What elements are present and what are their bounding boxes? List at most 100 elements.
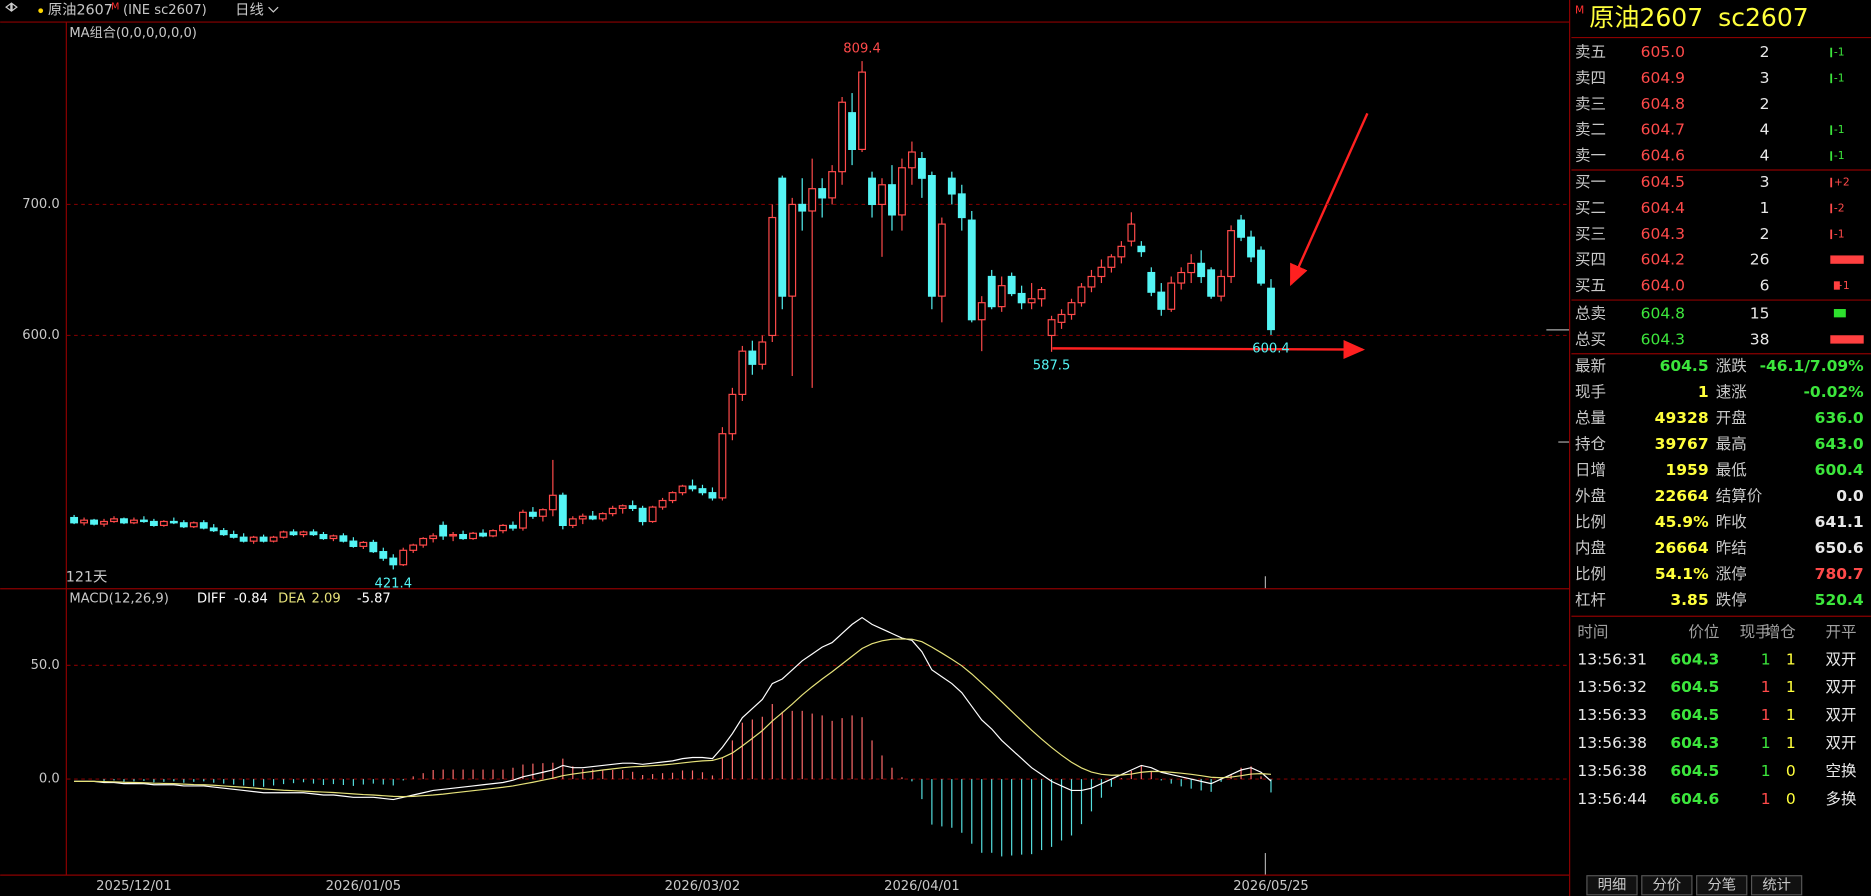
candle-body (219, 530, 228, 536)
candle-body (987, 275, 996, 308)
candle-body (1207, 269, 1216, 297)
tab[interactable] (1641, 875, 1693, 896)
candle-body (439, 524, 448, 537)
candle-body (668, 492, 677, 502)
trade-cell: 604.6 (1670, 790, 1719, 808)
quote-code: sc2607 (1718, 3, 1809, 32)
stat-value: 650.6 (1815, 539, 1864, 557)
y-tick-label: 50.0 (31, 658, 60, 673)
candle-body (339, 535, 348, 542)
annotation-arrow (1052, 339, 1366, 360)
y-tick-label: 700.0 (22, 197, 60, 212)
trade-cell: 13:56:38 (1577, 734, 1647, 752)
badge: M (111, 2, 119, 13)
candle-body (1187, 262, 1196, 274)
candle-body (528, 511, 537, 517)
trade-cell: 604.5 (1670, 706, 1719, 724)
change-tick (1830, 203, 1833, 214)
book-volume: 15 (1750, 304, 1770, 322)
book-label: 买五 (1575, 277, 1606, 295)
tab-label[interactable]: 统计 (1762, 876, 1791, 893)
change-tick (1830, 177, 1833, 188)
diff-name: DIFF (197, 591, 226, 606)
candle-body (110, 518, 118, 523)
candle-body (1197, 262, 1206, 278)
candle-body (688, 485, 697, 490)
y-tick-label: 0.0 (39, 772, 60, 787)
candle-body (329, 535, 338, 540)
candle-body (578, 515, 587, 520)
tab[interactable] (1586, 875, 1638, 896)
tab[interactable] (1696, 875, 1748, 896)
book-volume: 2 (1760, 95, 1770, 113)
book-volume: 6 (1760, 277, 1770, 295)
trade-header: 时间 (1577, 623, 1608, 641)
change-tick (1830, 47, 1833, 58)
trade-header: 价位 (1688, 623, 1719, 641)
stat-label: 昨结 (1716, 539, 1747, 557)
price-extreme-label: 421.4 (375, 576, 413, 591)
stat-value: 1959 (1665, 461, 1708, 479)
candle-body (888, 184, 896, 216)
x-tick-label: 2026/03/02 (665, 879, 741, 894)
candle-body (299, 531, 308, 536)
candle-body (708, 492, 717, 499)
price-extreme-label: 809.4 (843, 42, 881, 57)
status-dot (38, 8, 44, 14)
dea-value: 2.09 (312, 591, 341, 606)
tab-label[interactable]: 分笔 (1707, 876, 1736, 893)
candle-body (489, 530, 497, 537)
trade-cell: 1 (1786, 706, 1796, 724)
stat-label: 开盘 (1716, 408, 1747, 427)
candle-body (678, 485, 687, 494)
candle-body (1017, 292, 1026, 304)
book-volume: 4 (1760, 121, 1770, 139)
book-change: -1 (1834, 71, 1845, 84)
candle-body (130, 519, 138, 524)
candle-body (159, 520, 168, 527)
tab-label[interactable]: 明细 (1598, 876, 1627, 893)
period-chevron[interactable] (268, 6, 279, 13)
candle-body (878, 184, 886, 206)
macd-line (74, 616, 1272, 801)
price-extreme-label: 587.5 (1033, 359, 1071, 374)
volume-bar (1833, 309, 1846, 318)
book-change: -1 (1834, 149, 1845, 162)
book-price: 604.9 (1641, 69, 1685, 87)
tab-label[interactable]: 分价 (1653, 876, 1682, 893)
change-tick (1830, 125, 1833, 135)
stat-value: 49328 (1655, 409, 1709, 427)
stat-value: 641.1 (1815, 513, 1864, 531)
book-price: 604.7 (1641, 121, 1685, 139)
trade-cell: 0 (1786, 790, 1796, 808)
candle-body (997, 285, 1006, 308)
candle-body (788, 203, 797, 297)
book-volume: 3 (1760, 173, 1770, 191)
book-label: 卖二 (1575, 121, 1606, 139)
book-label: 买三 (1575, 225, 1606, 243)
stat-value: 636.0 (1815, 409, 1864, 427)
trade-cell: 1 (1761, 678, 1771, 696)
stat-value: 22664 (1655, 487, 1709, 505)
candle-body (1047, 319, 1056, 337)
period[interactable]: 日线 (235, 2, 264, 19)
candle-body (1077, 286, 1086, 304)
candle-body (80, 519, 89, 524)
toolbar-icon[interactable] (5, 2, 18, 12)
candle-body (1267, 287, 1275, 331)
candle-body (499, 524, 507, 532)
candle-body (538, 509, 547, 517)
x-tick-label: 2026/01/05 (326, 879, 402, 894)
stat-value: 26664 (1655, 539, 1709, 557)
trade-header: 增仓 (1765, 623, 1797, 641)
candle-body (898, 167, 906, 216)
candle-body (449, 533, 458, 537)
candle-body (967, 219, 976, 321)
diff-value: -0.84 (234, 591, 268, 606)
candle-body (100, 520, 108, 525)
candle-body (189, 522, 198, 528)
candle-body (70, 516, 79, 524)
tab[interactable] (1750, 875, 1803, 896)
